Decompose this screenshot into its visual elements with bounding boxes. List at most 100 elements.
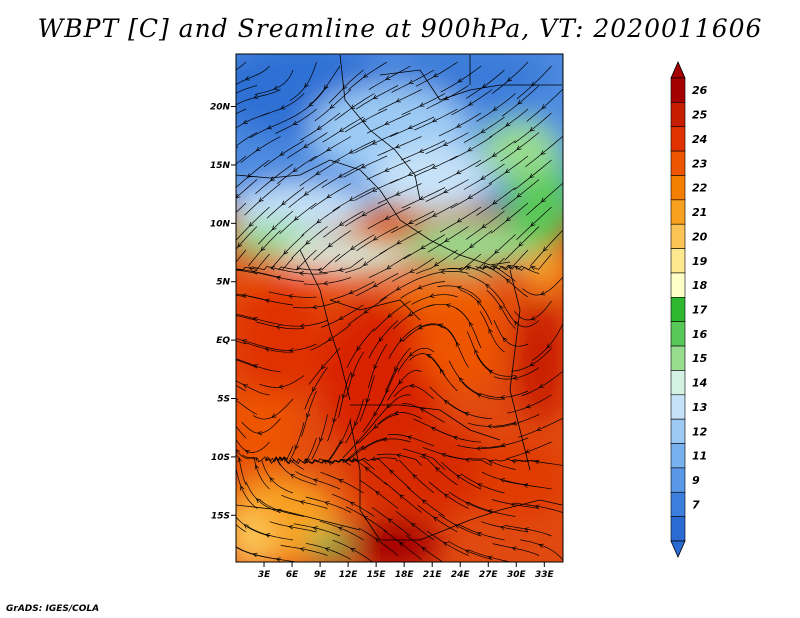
streamline-arrow (534, 504, 540, 509)
colorbar-cell (670, 223, 686, 249)
streamline-arrow (538, 543, 544, 549)
streamline (384, 481, 422, 513)
streamline-arrow (395, 98, 401, 103)
streamline-arrow (516, 145, 522, 151)
streamline-arrow (476, 531, 482, 537)
streamline-arrow (467, 194, 473, 199)
streamline (359, 375, 375, 422)
streamline-arrow (364, 466, 370, 472)
streamline (354, 179, 399, 201)
streamline-arrow (348, 289, 354, 295)
streamline-arrow (455, 341, 461, 347)
streamline-arrow (242, 119, 249, 124)
streamline-arrow (349, 501, 355, 507)
streamline (406, 486, 446, 517)
streamline (359, 479, 399, 509)
streamline-arrow (443, 141, 449, 146)
colorbar-label: 25 (692, 109, 708, 122)
streamline-arrow (480, 128, 486, 134)
streamline (368, 320, 399, 359)
streamline (236, 516, 270, 537)
streamline-arrow (420, 408, 426, 413)
streamline (263, 140, 305, 168)
streamline (313, 230, 352, 261)
streamline-arrow (294, 444, 299, 450)
streamline (401, 403, 446, 423)
longitude-axis: 3E 6E 9E 12E 15E 18E 21E 24E 27E 30E 33E (258, 562, 554, 580)
streamline-arrow (409, 383, 415, 389)
streamline-arrow (464, 411, 470, 417)
streamline (248, 230, 281, 267)
lat-tick-label: 10N (210, 219, 231, 229)
streamline (411, 294, 458, 305)
streamline-arrow (387, 313, 393, 318)
streamline-arrow (339, 439, 344, 445)
streamline (489, 108, 529, 138)
streamline-arrow (523, 483, 529, 488)
streamline (518, 418, 563, 438)
streamline (278, 249, 317, 271)
streamline (476, 354, 516, 377)
streamline-arrow (355, 439, 361, 445)
streamline (481, 390, 529, 398)
streamline-arrow (421, 453, 427, 458)
colorbar-label: 11 (692, 450, 707, 463)
streamline (421, 270, 469, 279)
streamline-arrow (224, 75, 228, 79)
colorbar-cell (670, 491, 686, 517)
streamline-arrow (407, 171, 413, 176)
streamline (465, 69, 505, 99)
streamline (305, 542, 352, 560)
streamline-arrow (506, 76, 513, 82)
lon-tick-label: 12E (339, 570, 359, 580)
streamline-arrow (406, 435, 413, 440)
streamline (368, 65, 411, 90)
streamline-arrow (269, 265, 276, 271)
lat-tick-label: 20N (210, 103, 231, 113)
streamline (236, 61, 247, 71)
streamline-arrow (384, 167, 390, 172)
streamline-arrow (252, 316, 258, 322)
streamline-arrow (385, 75, 391, 80)
streamline (277, 459, 317, 486)
streamline-arrow (372, 282, 378, 288)
streamline (311, 414, 328, 460)
streamline-arrow (469, 321, 474, 327)
streamline-arrow (292, 167, 298, 173)
streamline-arrow (395, 453, 402, 458)
streamline (475, 140, 516, 168)
streamline-arrow (541, 104, 547, 110)
colorbar-cell (670, 175, 686, 201)
streamline (346, 328, 375, 368)
streamline (236, 108, 247, 115)
streamline (301, 206, 341, 236)
streamline (325, 445, 364, 464)
streamline (308, 347, 341, 385)
streamline-arrow (421, 499, 427, 505)
streamline-arrow (371, 140, 378, 145)
streamline-arrow (320, 364, 326, 370)
streamline (450, 183, 493, 209)
streamline (332, 187, 375, 212)
streamline-arrow (360, 164, 367, 169)
streamline-arrow (421, 546, 427, 552)
streamline (519, 539, 563, 560)
streamline (522, 277, 563, 296)
streamline-arrow (374, 538, 381, 543)
streamline (390, 116, 435, 138)
lon-tick-label: 15E (367, 570, 387, 580)
streamline-arrow (398, 379, 404, 385)
streamline (374, 458, 411, 490)
lon-tick-label: 3E (258, 570, 271, 580)
streamline (236, 206, 270, 241)
streamline (348, 459, 388, 486)
streamline-arrow (324, 501, 330, 506)
streamline (345, 437, 388, 463)
streamline (460, 473, 505, 494)
streamline (499, 265, 540, 274)
streamline-arrow (432, 212, 438, 217)
streamline (236, 269, 258, 274)
streamline (236, 315, 258, 321)
streamline (291, 226, 328, 259)
streamline (516, 206, 552, 240)
